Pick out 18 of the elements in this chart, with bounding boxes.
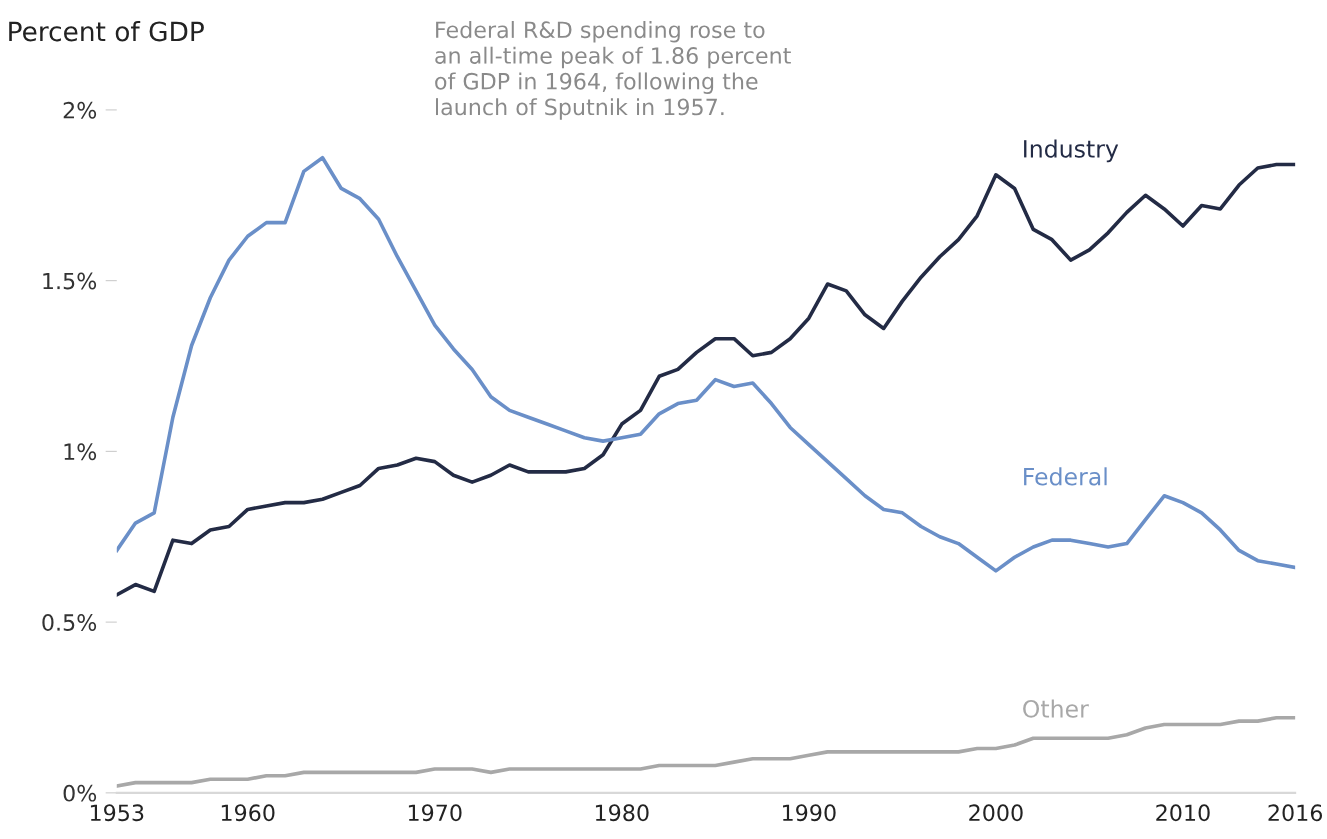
x-tick-label: 1960 <box>221 804 275 822</box>
y-tick-label: 1.5% <box>43 272 97 290</box>
x-tick-label: 1980 <box>595 804 649 822</box>
series-label: Industry <box>1024 139 1119 163</box>
x-tick-label: 1953 <box>90 804 144 822</box>
x-tick-label: 2010 <box>1156 804 1210 822</box>
x-tick-label: 1970 <box>408 804 462 822</box>
y-tick-label: 1% <box>64 443 97 461</box>
text: Federal <box>1024 467 1107 486</box>
y-tick-label: 0.5% <box>42 614 97 631</box>
y-tick-label: 2% <box>63 101 97 119</box>
x-tick-label: 2016 <box>1268 804 1323 822</box>
y-axis-title: Percent of GDP <box>9 20 204 42</box>
y-tick-label: 0% <box>63 784 97 802</box>
x-tick-label: 2000 <box>969 804 1023 822</box>
series-label: Other <box>1023 699 1089 718</box>
x-tick-label: 1990 <box>783 804 836 822</box>
annotation: Federal R&D spending rose to an all-time peak of 1.86 percent of GDP in 1964, following the launch of Sputnik in 1957. <box>435 20 791 120</box>
